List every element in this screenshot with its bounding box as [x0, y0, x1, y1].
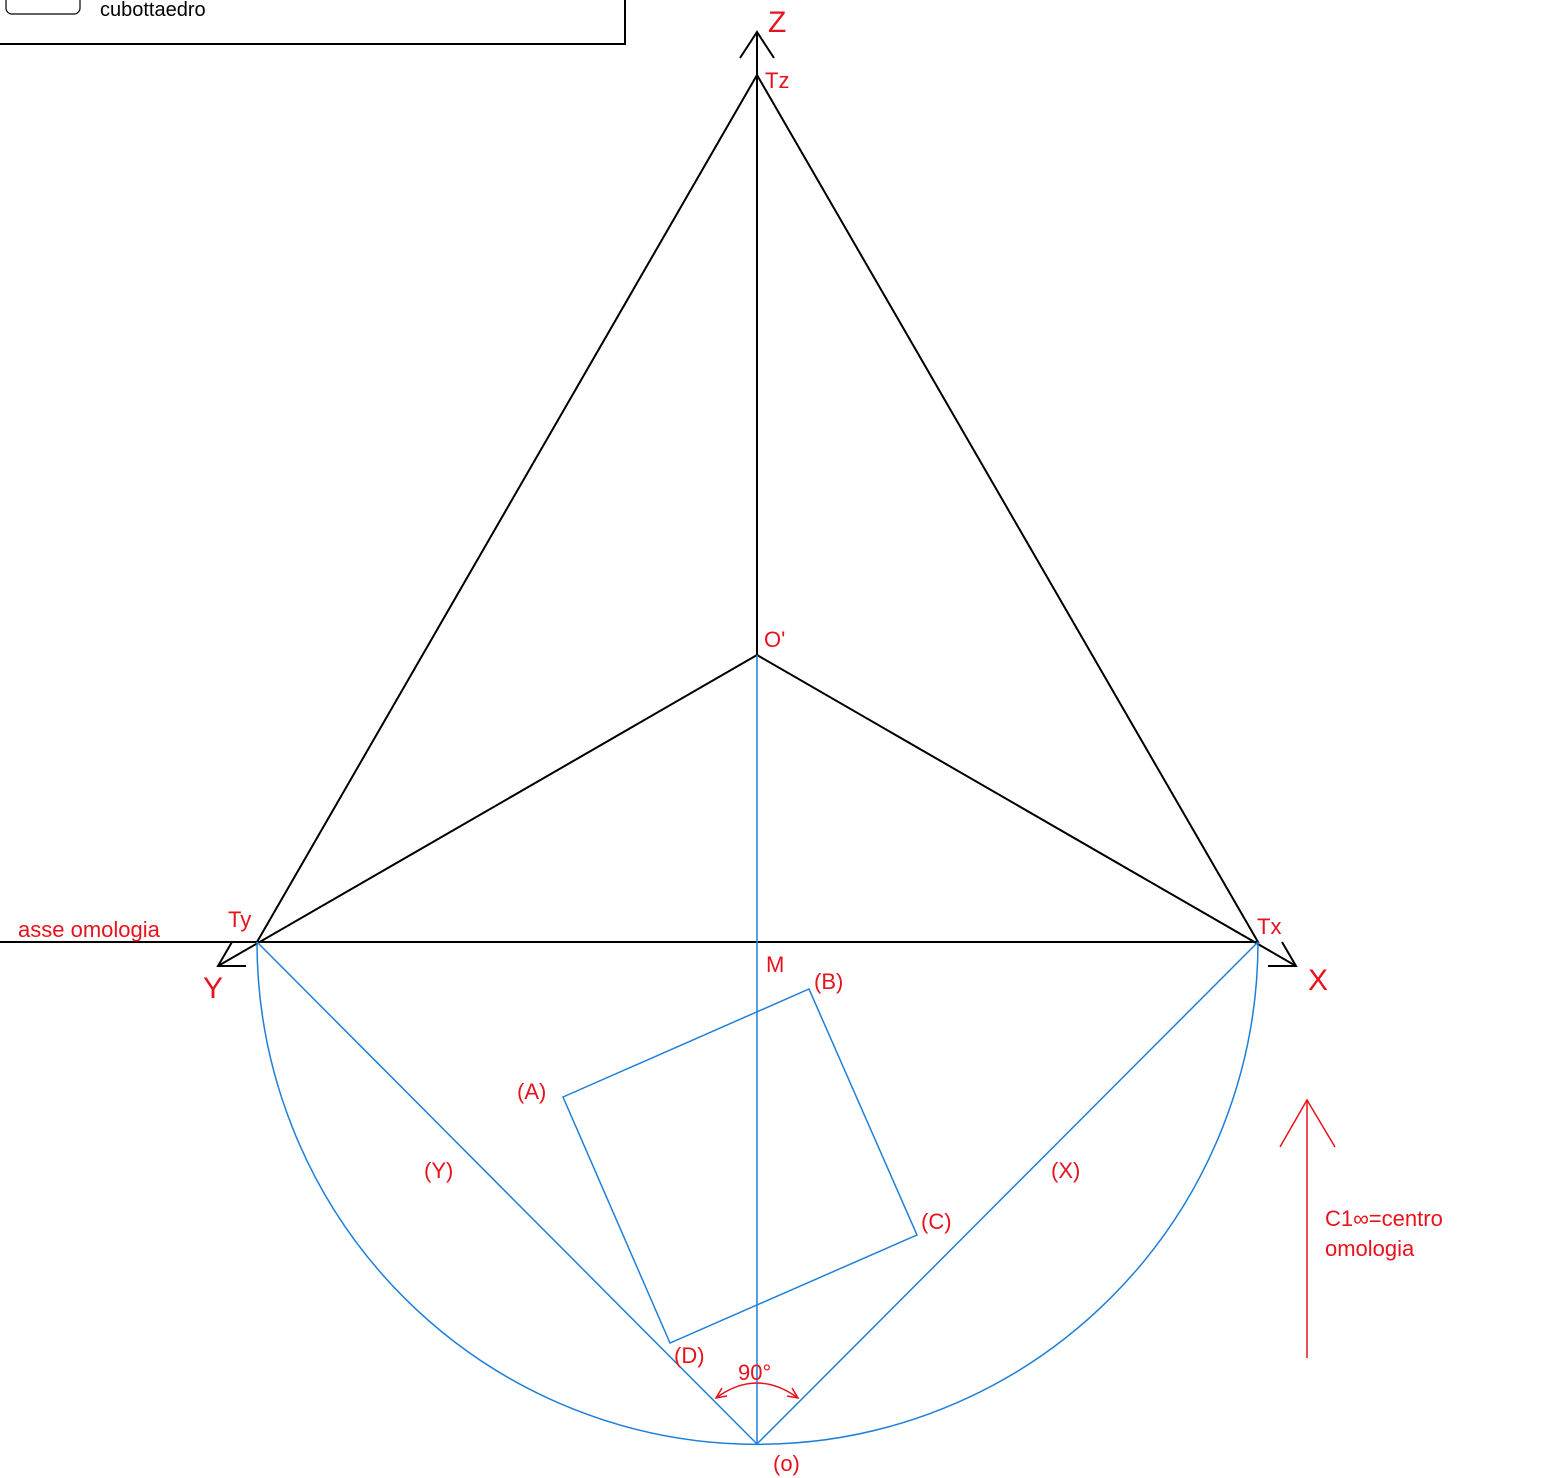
red-marks — [714, 1098, 1336, 1400]
note-line: omologia — [1325, 1236, 1415, 1261]
title-box: cubottaedro — [0, 0, 626, 45]
label: Z — [768, 6, 786, 39]
label: Tx — [1257, 914, 1281, 939]
label: X — [1308, 964, 1328, 997]
label: (C) — [921, 1209, 952, 1234]
label: M — [766, 952, 784, 977]
y-axis — [217, 654, 758, 967]
label: (A) — [517, 1079, 546, 1104]
icon — [5, 0, 81, 15]
z-arrow — [739, 30, 775, 59]
arc-arrow — [714, 1387, 728, 1400]
blue-lines — [256, 655, 1259, 1446]
x-axis — [756, 654, 1297, 967]
label: (B) — [814, 969, 843, 994]
rotated-axes — [256, 941, 1259, 1446]
arrow-head — [1279, 1098, 1336, 1148]
box-text: cubottaedro — [100, 0, 206, 21]
label: O' — [764, 627, 785, 652]
black-lines — [0, 30, 1298, 967]
labels: Z Tz O' Ty Tx Y X M (A) (B) (C) (D) (Y) … — [18, 6, 1443, 1476]
label: Tz — [765, 68, 789, 93]
angle-arc — [715, 1382, 799, 1399]
label: Ty — [228, 907, 251, 932]
label: (D) — [674, 1343, 705, 1368]
x-arrow — [1268, 941, 1298, 967]
square — [562, 988, 918, 1344]
label: 90° — [738, 1360, 771, 1385]
label: (X) — [1051, 1158, 1080, 1183]
label: (o) — [773, 1451, 800, 1476]
label: Y — [203, 972, 223, 1005]
note-line: C1∞=centro — [1325, 1206, 1443, 1231]
label: (Y) — [424, 1158, 453, 1183]
label: asse omologia — [18, 917, 161, 942]
arc-arrow — [786, 1387, 800, 1400]
y-arrow — [216, 941, 246, 967]
box — [0, 0, 626, 45]
